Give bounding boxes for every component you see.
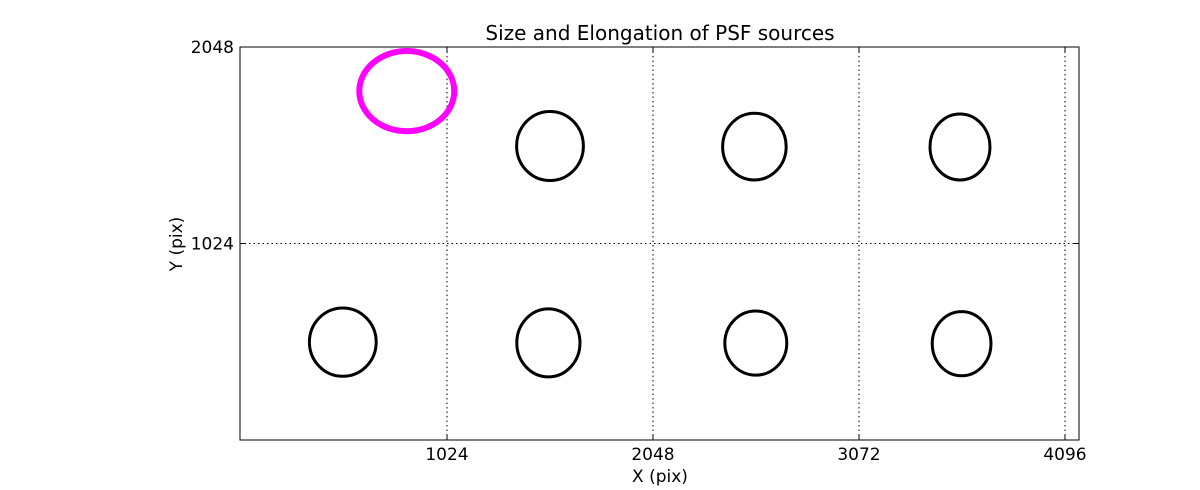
- x-axis-label: X (pix): [632, 467, 688, 487]
- chart-title: Size and Elongation of PSF sources: [485, 21, 834, 45]
- x-tick-label: 2048: [631, 445, 674, 465]
- psf-ellipse: [723, 309, 789, 377]
- y-tick-label: 2048: [191, 38, 234, 58]
- x-tick-label: 4096: [1043, 445, 1086, 465]
- y-tick-label: 1024: [191, 235, 234, 255]
- psf-ellipse: [515, 307, 582, 379]
- psf-ellipse: [928, 112, 992, 182]
- x-tick-label: 3072: [837, 445, 880, 465]
- axes-frame: [239, 46, 1080, 441]
- tick-label-layer: 1024 2048 3072 4096 1024 2048: [191, 38, 1087, 465]
- psf-ellipse: [721, 111, 788, 182]
- psf-ellipse: [930, 310, 993, 378]
- grid-layer: [240, 47, 1079, 440]
- psf-ellipse: [307, 306, 378, 378]
- x-tick-label: 1024: [425, 445, 468, 465]
- ellipse-layer: [307, 48, 993, 379]
- y-axis-label: Y (pix): [167, 217, 187, 273]
- psf-ellipse: [515, 109, 585, 183]
- psf-ellipse-highlight: [356, 48, 458, 135]
